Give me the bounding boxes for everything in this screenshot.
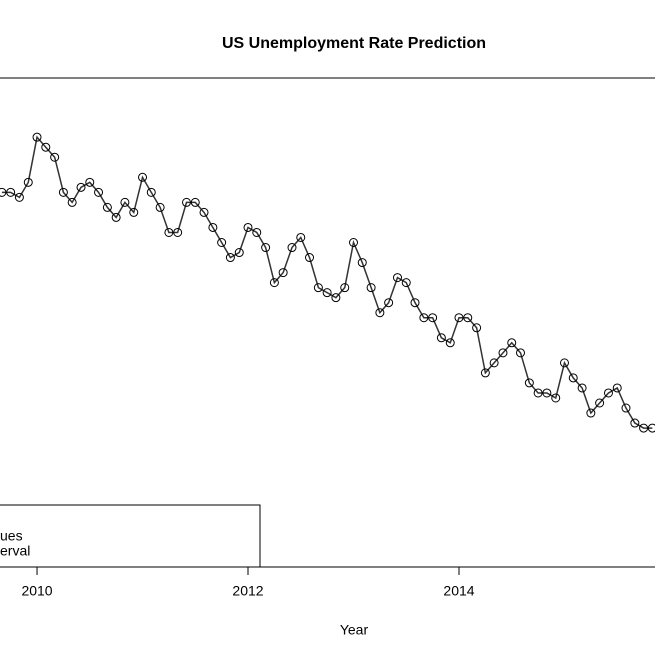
data-point [647, 423, 655, 433]
data-point [182, 197, 192, 207]
data-point [533, 388, 543, 398]
x-axis-label: Year [340, 622, 369, 638]
data-point [208, 222, 218, 232]
data-point [217, 238, 227, 248]
data-point [313, 283, 323, 293]
data-point [463, 313, 473, 323]
legend-label: erval [0, 543, 30, 559]
data-point [445, 338, 455, 348]
data-point [111, 212, 121, 222]
data-point [340, 283, 350, 293]
data-point [568, 373, 578, 383]
data-point [252, 227, 262, 237]
data-point [551, 393, 561, 403]
data-point [120, 197, 130, 207]
data-point [630, 418, 640, 428]
data-point [305, 253, 315, 263]
data-point [138, 172, 148, 182]
data-point [480, 368, 490, 378]
data-point [23, 177, 33, 187]
data-point [524, 378, 534, 388]
data-point [595, 398, 605, 408]
data-point [401, 278, 411, 288]
data-point [410, 298, 420, 308]
legend-box [0, 504, 261, 568]
data-point [559, 358, 569, 368]
data-point [146, 187, 156, 197]
data-point [331, 293, 341, 303]
data-point [612, 383, 622, 393]
data-point [507, 338, 517, 348]
data-point [155, 202, 165, 212]
data-point [278, 268, 288, 278]
data-point [639, 423, 649, 433]
x-tick-label: 2012 [232, 583, 263, 599]
data-point [199, 207, 209, 217]
data-point [366, 283, 376, 293]
data-point [269, 278, 279, 288]
x-tick-label: 2010 [21, 583, 52, 599]
data-point [357, 258, 367, 268]
data-point [261, 243, 271, 253]
data-point [41, 142, 51, 152]
data-point [498, 348, 508, 358]
data-point [436, 333, 446, 343]
data-point [515, 348, 525, 358]
data-point [384, 298, 394, 308]
data-point [58, 187, 68, 197]
data-point [14, 192, 24, 202]
data-point [225, 253, 235, 263]
data-point [577, 383, 587, 393]
data-point [603, 388, 613, 398]
data-point [489, 358, 499, 368]
data-point [94, 187, 104, 197]
data-point [67, 197, 77, 207]
data-point [287, 243, 297, 253]
data-point [85, 177, 95, 187]
data-point [296, 232, 306, 242]
data-point [50, 152, 60, 162]
data-point [428, 313, 438, 323]
data-point [419, 313, 429, 323]
data-point [164, 227, 174, 237]
data-point [129, 207, 139, 217]
data-point [349, 238, 359, 248]
data-point [243, 222, 253, 232]
data-point [392, 273, 402, 283]
data-point [173, 227, 183, 237]
data-point [586, 408, 596, 418]
data-point [32, 132, 42, 142]
data-point [542, 388, 552, 398]
data-point [190, 197, 200, 207]
series-line [1, 135, 653, 429]
data-point [6, 187, 16, 197]
data-point [76, 182, 86, 192]
data-point [621, 403, 631, 413]
data-point [234, 248, 244, 258]
legend-label: ues [0, 528, 23, 544]
data-point [454, 313, 464, 323]
data-point [375, 308, 385, 318]
data-point [322, 288, 332, 298]
x-tick-label: 2014 [443, 583, 474, 599]
data-point [0, 187, 7, 197]
data-point [102, 202, 112, 212]
data-point [472, 323, 482, 333]
chart-title: US Unemployment Rate Prediction [222, 35, 486, 52]
